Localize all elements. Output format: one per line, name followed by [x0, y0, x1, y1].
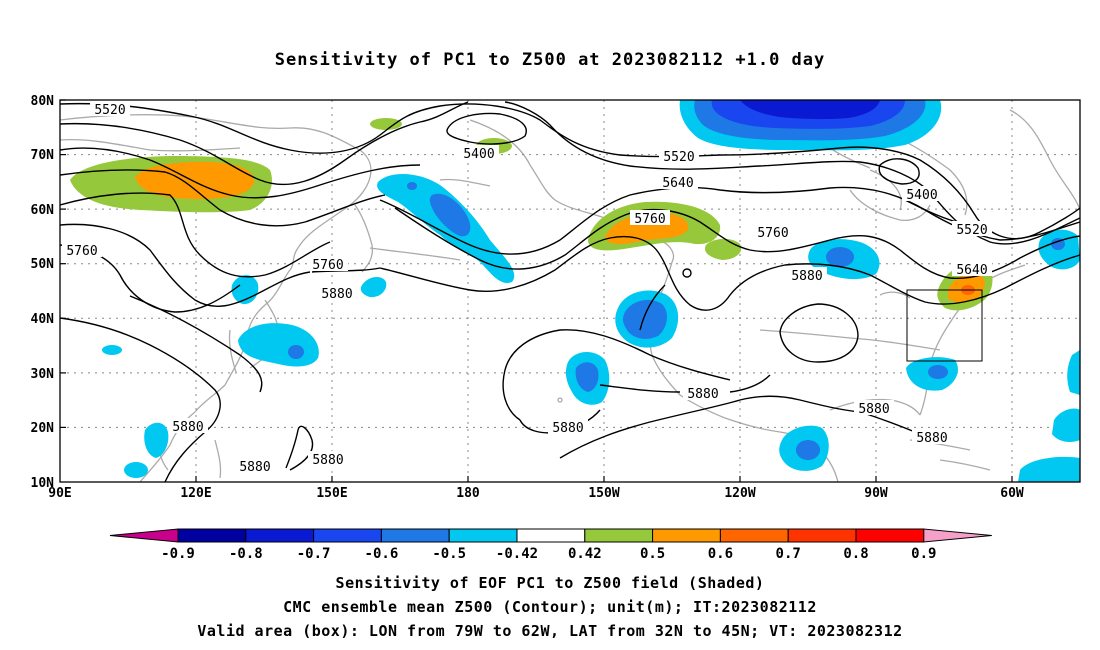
lat-label: 50N [31, 257, 55, 272]
contour-label: 5520 [956, 223, 987, 238]
lat-label: 80N [31, 94, 55, 109]
caption-line-3: Valid area (box): LON from 79W to 62W, L… [197, 622, 903, 640]
lon-label: 90W [864, 486, 888, 501]
negative-sensitivity-region [238, 323, 319, 367]
tick-marks [60, 99, 1013, 482]
contour-label: 5880 [321, 287, 352, 302]
negative-sensitivity-region [740, 100, 880, 120]
contour-label: 5400 [463, 147, 494, 162]
contour-label: 5520 [94, 103, 125, 118]
map-title: Sensitivity of PC1 to Z500 at 2023082112… [274, 50, 826, 70]
contour-label: 5880 [791, 269, 822, 284]
negative-sensitivity-region [1067, 350, 1080, 395]
contour-label: 5880 [916, 431, 947, 446]
negative-sensitivity-region [360, 276, 387, 298]
colorbar-segment [855, 528, 925, 543]
negative-sensitivity-region [144, 422, 169, 458]
negative-sensitivity-region [826, 247, 854, 267]
colorbar-tick-label: 0.5 [640, 546, 665, 562]
positive-sensitivity-region [370, 118, 402, 130]
lon-label: 90E [48, 486, 71, 501]
longitude-labels: 90E 120E 150E 180 150W 120W 90W 60W [48, 486, 1024, 501]
lat-label: 60N [31, 203, 55, 218]
colorbar-tick-label: 0.42 [568, 546, 602, 562]
negative-sensitivity-region [429, 193, 471, 237]
colorbar-segment [516, 528, 586, 543]
lon-label: 150W [588, 486, 619, 501]
contour-label: 5760 [757, 226, 788, 241]
colorbar-segment [245, 528, 315, 543]
lon-label: 180 [456, 486, 480, 501]
colorbar-tick-label: 0.8 [843, 546, 868, 562]
lat-label: 70N [31, 148, 55, 163]
negative-sensitivity-region [1018, 456, 1080, 482]
colorbar-segment [177, 528, 247, 543]
colorbar-segment [313, 528, 382, 543]
contour-label: 5880 [858, 402, 889, 417]
small-contour-ring [682, 268, 692, 278]
negative-sensitivity-region [407, 182, 417, 190]
lat-label: 20N [31, 421, 55, 436]
contour-label: 5520 [663, 150, 694, 165]
negative-sensitivity-region [622, 299, 667, 339]
contour-label: 5640 [662, 176, 693, 191]
contour-label: 5880 [552, 421, 583, 436]
contour-label: 5880 [172, 420, 203, 435]
colorbar-segment [380, 528, 450, 543]
contour-label: 5880 [687, 387, 718, 402]
colorbar-tick-label: -0.8 [229, 546, 263, 562]
lon-label: 120W [724, 486, 755, 501]
contour-label: 5760 [66, 244, 97, 259]
negative-sensitivity-region [1052, 408, 1080, 442]
colorbar-tick-label: -0.7 [297, 546, 331, 562]
contour-label: 5760 [312, 258, 343, 273]
valid-area-box [906, 289, 983, 362]
lat-label: 40N [31, 312, 55, 327]
plot-frame [59, 99, 1081, 483]
colorbar-segment [719, 528, 789, 543]
colorbar-tick-label: 0.6 [708, 546, 733, 562]
colorbar-segment [787, 528, 857, 543]
contour-label: 5400 [906, 188, 937, 203]
negative-sensitivity-region [124, 462, 148, 478]
colorbar: -0.9 -0.8 -0.7 -0.6 -0.5 -0.42 0.42 0.5 0.6 0.7 0.… [109, 528, 992, 562]
colorbar-over-triangle [923, 528, 992, 543]
colorbar-segment [584, 528, 654, 543]
negative-sensitivity-region [377, 174, 515, 283]
lat-label: 10N [31, 476, 55, 491]
caption-line-2: CMC ensemble mean Z500 (Contour); unit(m… [283, 598, 817, 616]
contour-label: 5760 [634, 212, 665, 227]
lon-label: 150E [316, 486, 347, 501]
contour-labels: 5520 5400 5520 5640 5760 5760 5400 5520 … [62, 101, 992, 475]
contour-label: 5880 [312, 453, 343, 468]
colorbar-tick-label: -0.5 [432, 546, 466, 562]
colorbar-tick-label: -0.42 [496, 546, 538, 562]
lon-label: 120E [180, 486, 211, 501]
caption-line-1: Sensitivity of EOF PC1 to Z500 field (Sh… [335, 574, 765, 592]
map-plot-area: 5520 5400 5520 5640 5760 5760 5400 5520 … [60, 100, 1080, 482]
positive-sensitivity-region [704, 238, 742, 260]
colorbar-segment [448, 528, 518, 543]
latitude-labels: 80N 70N 60N 50N 40N 30N 20N 10N [31, 94, 55, 491]
negative-sensitivity-region [796, 440, 820, 460]
colorbar-tick-label: 0.9 [911, 546, 936, 562]
colorbar-tick-label: -0.6 [365, 546, 399, 562]
colorbar-under-triangle [109, 528, 179, 543]
colorbar-tick-label: 0.7 [776, 546, 801, 562]
colorbar-tick-label: -0.9 [161, 546, 195, 562]
lat-label: 30N [31, 367, 55, 382]
colorbar-segment [652, 528, 721, 543]
negative-sensitivity-region [102, 345, 122, 355]
positive-sensitivity-region [135, 161, 255, 199]
lon-label: 60W [1000, 486, 1024, 501]
negative-sensitivity-region [288, 345, 304, 359]
contour-label: 5880 [239, 460, 270, 475]
negative-sensitivity-region [928, 365, 948, 379]
negative-sensitivity-region [1051, 238, 1065, 250]
negative-sensitivity-region [575, 362, 599, 392]
contour-label: 5640 [956, 263, 987, 278]
